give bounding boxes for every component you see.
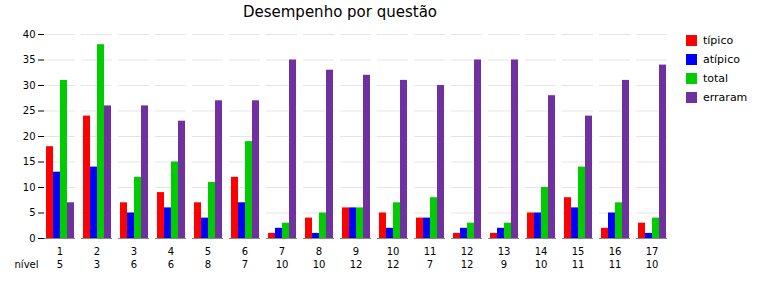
svg-text:6: 6: [242, 246, 248, 257]
svg-text:10: 10: [646, 259, 659, 270]
svg-text:25: 25: [23, 105, 36, 116]
svg-text:40: 40: [23, 29, 36, 40]
svg-text:5: 5: [29, 207, 35, 218]
html-text:Desempenho por questão: Desempenho por questão: [242, 3, 437, 21]
svg-text:20: 20: [23, 131, 36, 142]
svg-text:6: 6: [131, 259, 137, 270]
svg-text:12: 12: [461, 246, 474, 257]
svg-text:12: 12: [350, 259, 363, 270]
svg-text:14: 14: [535, 246, 548, 257]
svg-text:35: 35: [23, 54, 36, 65]
html-text:típico: típico: [703, 34, 734, 47]
svg-text:nível: nível: [15, 259, 39, 270]
svg-text:6: 6: [168, 259, 174, 270]
svg-text:10: 10: [313, 259, 326, 270]
svg-text:7: 7: [427, 259, 433, 270]
svg-text:5: 5: [57, 259, 63, 270]
svg-text:3: 3: [94, 259, 100, 270]
svg-text:2: 2: [94, 246, 100, 257]
svg-text:30: 30: [23, 80, 36, 91]
svg-text:10: 10: [276, 259, 289, 270]
svg-text:12: 12: [461, 259, 474, 270]
svg-text:10: 10: [23, 182, 36, 193]
svg-text:3: 3: [131, 246, 137, 257]
svg-text:15: 15: [23, 156, 36, 167]
svg-text:17: 17: [646, 246, 659, 257]
svg-text:7: 7: [279, 246, 285, 257]
svg-text:12: 12: [387, 259, 400, 270]
svg-text:9: 9: [353, 246, 359, 257]
svg-text:1: 1: [57, 246, 63, 257]
svg-text:7: 7: [242, 259, 248, 270]
svg-text:13: 13: [498, 246, 511, 257]
svg-text:10: 10: [387, 246, 400, 257]
svg-text:11: 11: [572, 259, 585, 270]
svg-text:16: 16: [609, 246, 622, 257]
svg-text:0: 0: [29, 233, 35, 244]
svg-text:9: 9: [501, 259, 507, 270]
svg-text:8: 8: [205, 259, 211, 270]
html-text:total: total: [703, 72, 729, 85]
svg-text:11: 11: [609, 259, 622, 270]
svg-text:8: 8: [316, 246, 322, 257]
svg-text:10: 10: [535, 259, 548, 270]
svg-text:11: 11: [424, 246, 437, 257]
svg-text:15: 15: [572, 246, 585, 257]
svg-text:5: 5: [205, 246, 211, 257]
svg-text:4: 4: [168, 246, 174, 257]
html-text:erraram: erraram: [703, 91, 748, 104]
html-text:atípico: atípico: [703, 53, 740, 66]
